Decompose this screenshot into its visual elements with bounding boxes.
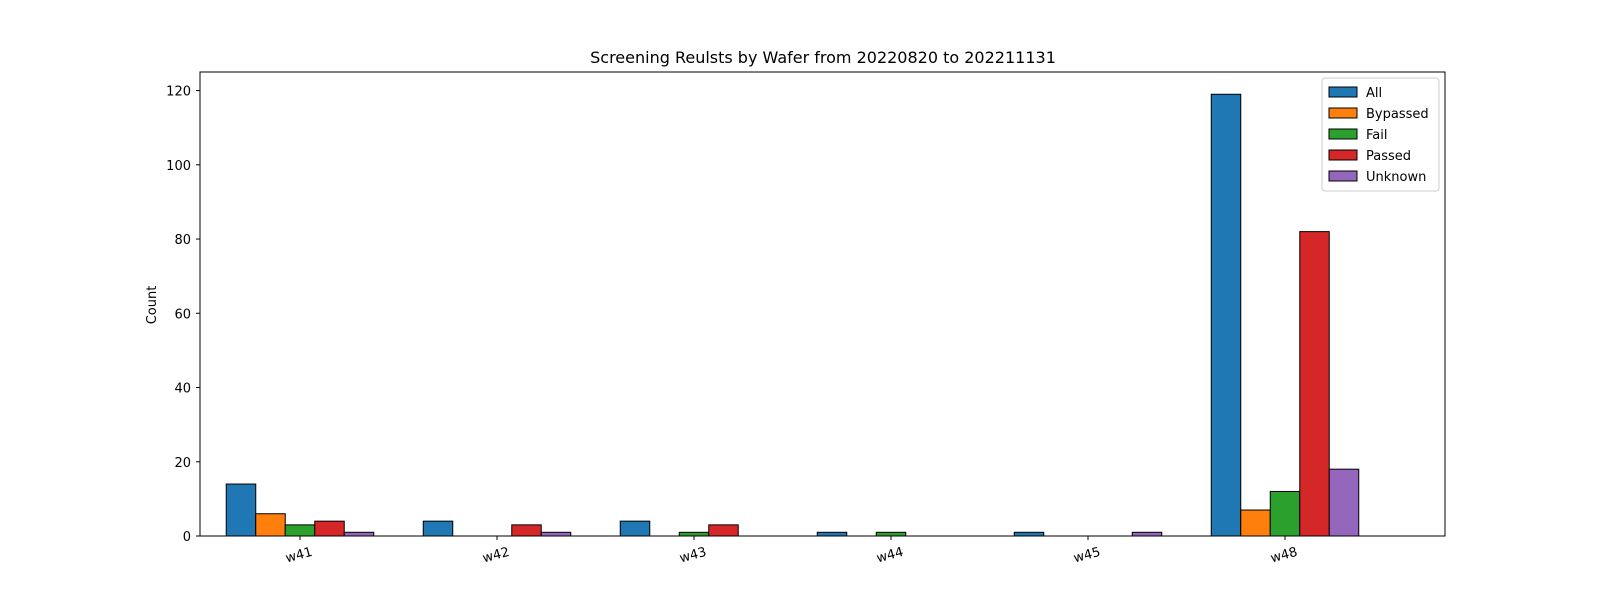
bar-unknown-w41 [343, 531, 375, 537]
legend-swatch-unknown [1328, 170, 1358, 182]
bar-all-w42 [422, 520, 454, 537]
bar-passed-w42 [511, 524, 542, 537]
bar-all-w44 [816, 531, 848, 537]
bar-unknown-w48 [1328, 468, 1360, 537]
bar-bypassed-w48 [1240, 509, 1271, 537]
legend-swatch-passed [1328, 149, 1358, 161]
y-tick-label: 0 [183, 530, 191, 545]
bar-passed-w43 [708, 524, 739, 537]
bar-fail-w44 [875, 531, 907, 537]
x-tick-label-w45: w45 [1072, 545, 1102, 567]
legend-label-fail: Fail [1366, 128, 1387, 143]
y-tick-label: 120 [166, 85, 191, 100]
x-tick-label-w42: w42 [481, 545, 511, 567]
plot-frame [199, 71, 1446, 537]
bar-fail-w43 [678, 531, 710, 537]
y-axis-ticks: 0 20 40 60 80 100 120 [166, 85, 200, 545]
y-tick-label: 100 [166, 159, 191, 174]
bar-fail-w41 [284, 524, 316, 537]
legend-label-passed: Passed [1366, 149, 1411, 164]
legend-box [1321, 77, 1440, 192]
bar-bypassed-w41 [255, 513, 286, 537]
legend: All Bypassed Fail Passed Unknown [1321, 77, 1440, 192]
bar-all-w43 [619, 520, 651, 537]
bar-all-w41 [225, 483, 257, 537]
bars-layer [225, 93, 1360, 537]
x-axis-ticks: w41 w42 w43 w44 w45 w48 [284, 536, 1299, 566]
y-tick-label: 20 [174, 456, 191, 471]
bar-unknown-w45 [1131, 531, 1163, 537]
chart-title: Screening Reulsts by Wafer from 20220820… [590, 48, 1056, 67]
y-tick-label: 40 [174, 382, 191, 397]
y-axis-label: Count [145, 286, 160, 325]
y-tick-label: 60 [174, 307, 191, 322]
y-tick-label: 80 [174, 233, 191, 248]
bar-all-w45 [1013, 531, 1045, 537]
legend-label-all: All [1366, 86, 1382, 101]
x-tick-label-w43: w43 [678, 545, 708, 567]
x-tick-label-w41: w41 [284, 545, 314, 567]
legend-swatch-fail [1328, 128, 1358, 140]
bar-fail-w48 [1269, 490, 1301, 537]
legend-swatch-all [1328, 86, 1358, 98]
legend-swatch-bypassed [1328, 107, 1358, 119]
legend-label-bypassed: Bypassed [1366, 107, 1429, 122]
bar-passed-w41 [314, 520, 345, 537]
bar-unknown-w42 [540, 531, 572, 537]
x-tick-label-w48: w48 [1269, 545, 1299, 567]
legend-label-unknown: Unknown [1366, 170, 1426, 185]
bar-passed-w48 [1299, 231, 1330, 537]
bar-all-w48 [1210, 93, 1242, 537]
x-tick-label-w44: w44 [875, 545, 905, 567]
